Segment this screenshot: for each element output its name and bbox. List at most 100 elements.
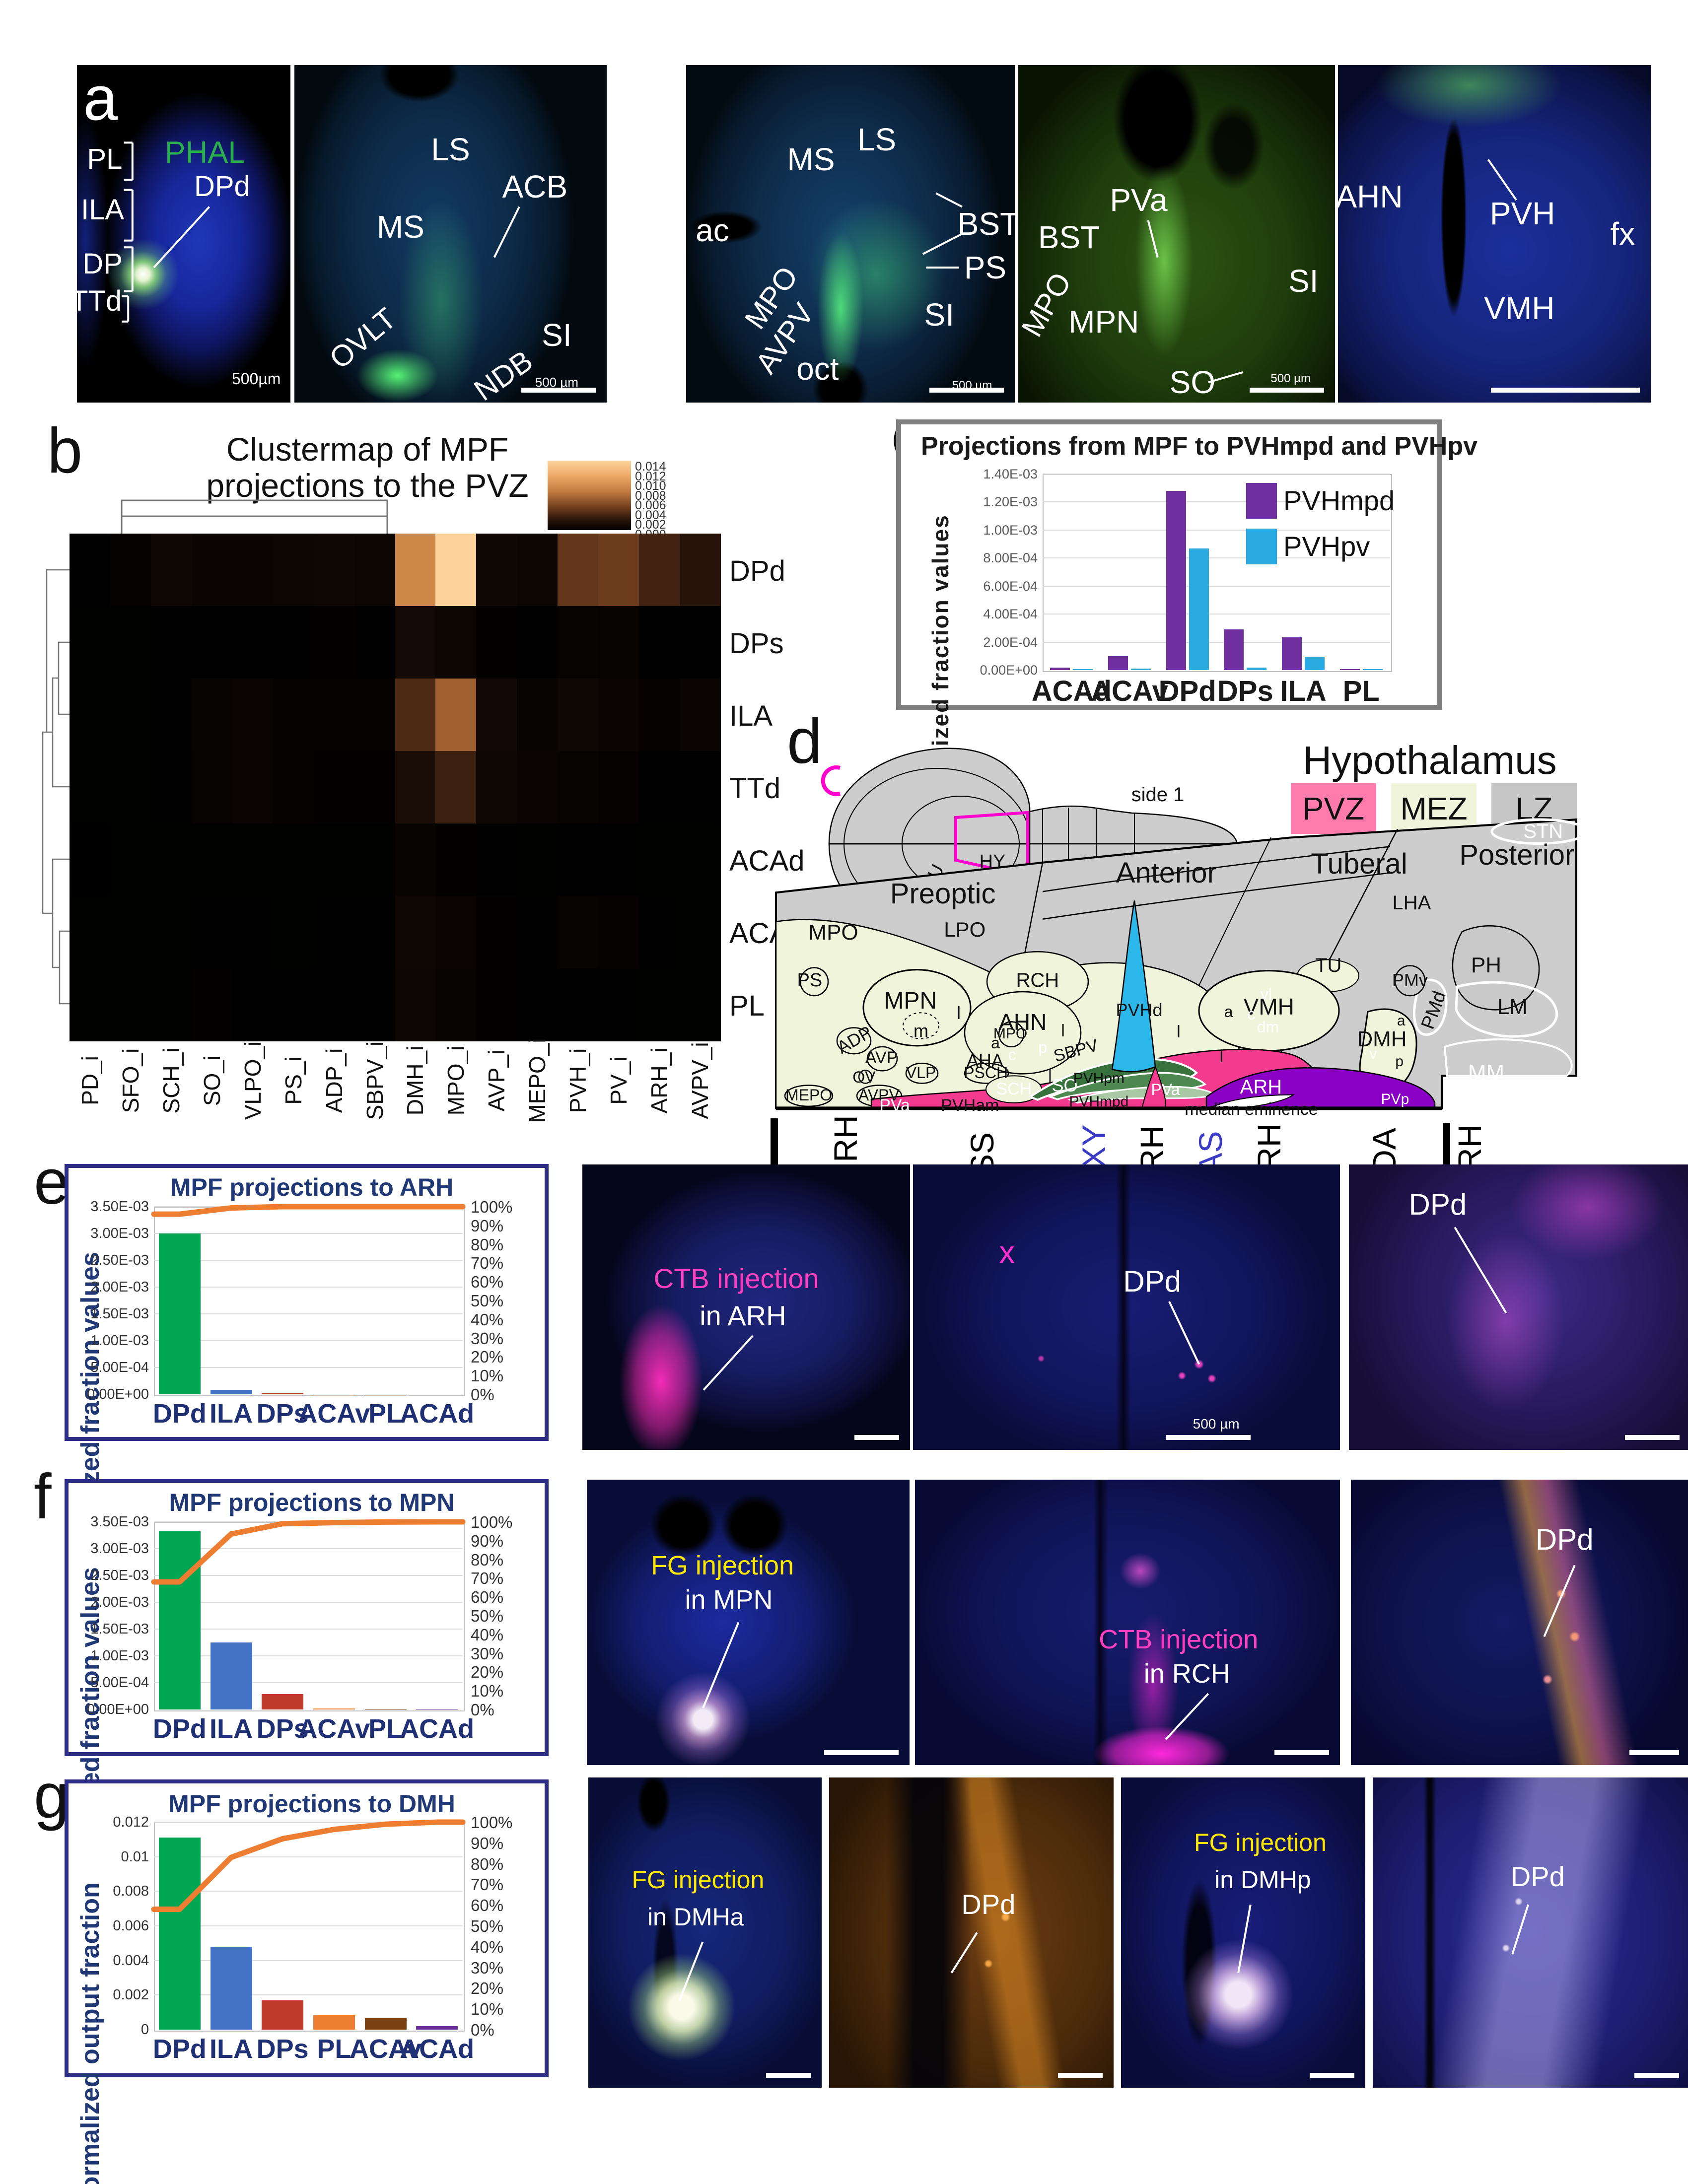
micrograph-fg-dmhp: FG injection in DMHp [1121, 1777, 1365, 2088]
heatmap-cell [598, 823, 639, 896]
annotation-label: Preoptic [890, 878, 996, 910]
heatmap-column-label: MPO_i [443, 1045, 469, 1116]
heatmap-cell [435, 823, 477, 896]
secondary-axis-tick: 70% [471, 1569, 504, 1588]
annotation-label: l [1177, 1022, 1181, 1041]
heatmap-cell [476, 896, 517, 969]
annotation-label: SI [924, 297, 954, 333]
micrograph-mpn-retro: DPd [1351, 1480, 1688, 1765]
annotation-label: PVHam [941, 1096, 999, 1115]
secondary-axis-tick: 80% [471, 1854, 504, 1873]
y-axis-tick: 2.00E-03 [90, 1279, 149, 1295]
heatmap-row-label: PL [729, 990, 765, 1022]
x-axis-label: DPd [152, 1714, 207, 1744]
heatmap-row-label: TTd [729, 772, 781, 805]
gridline [154, 1891, 463, 1892]
annotation-label: FG injection [1194, 1829, 1327, 1857]
y-axis-tick: 2.50E-03 [90, 1252, 149, 1268]
annotation-label: DPd [194, 170, 250, 203]
annotation-label: RCH [1016, 969, 1059, 991]
heatmap-cell [680, 896, 721, 969]
gridline [154, 1367, 463, 1368]
leader-line [923, 234, 962, 254]
annotation-label: c [1008, 1046, 1016, 1064]
annotation-label: ac [696, 212, 729, 249]
x-axis-label: ACAv [349, 2034, 422, 2064]
micrograph-phal-injection: a PHAL DPd PL ILA DP TTd 500µm [77, 65, 290, 403]
heatmap-cell [639, 968, 680, 1041]
y-axis-tick: 3.50E-03 [90, 1514, 149, 1530]
micrograph-dmhp-retro: DPd [1373, 1777, 1688, 2088]
y-axis-tick: 0.01 [121, 1848, 149, 1865]
annotation-label: PVp [1381, 1091, 1409, 1107]
annotation-label: NDB [468, 343, 539, 403]
x-axis-label: PL [1342, 675, 1380, 707]
leader-line [154, 207, 210, 268]
secondary-axis-tick: 20% [471, 1979, 504, 1998]
y-axis-tick: 3.50E-03 [90, 1199, 149, 1215]
scale-bar [521, 388, 596, 393]
scale-bar [1625, 1435, 1680, 1440]
annotation-label: LS [857, 121, 897, 157]
annotation-label: ILA [81, 194, 125, 226]
y-axis-tick: 0.00E+00 [87, 1386, 149, 1402]
secondary-axis-tick: 20% [471, 1348, 504, 1366]
heatmap-cell [395, 823, 436, 896]
secondary-axis-tick: 50% [471, 1917, 504, 1935]
heatmap-cell [313, 606, 355, 679]
leader-line [936, 193, 962, 206]
ILA-bar [210, 1946, 252, 2030]
heatmap-cell [558, 679, 599, 751]
x-axis-label: PL [368, 1714, 403, 1744]
annotation-label: PSCH [964, 1064, 1008, 1082]
heatmap-cell [435, 896, 477, 969]
heatmap-cell [476, 823, 517, 896]
annotation-label: SI [542, 317, 572, 353]
micrograph-arh-retro: x DPd 500 µm [913, 1164, 1340, 1450]
ACAv-bar [364, 2018, 407, 2030]
PVHmpd-bar [1166, 490, 1186, 670]
heatmap-cell [680, 606, 721, 679]
heatmap-column-label: PV_i [606, 1056, 632, 1105]
annotation-label: DP [82, 248, 123, 280]
heatmap-title-line1: Clustermap of MPF [226, 431, 509, 468]
heatmap-cell [680, 823, 721, 896]
annotation-label: x [999, 1235, 1015, 1270]
heatmap-cell [598, 534, 639, 607]
annotation-label: DPd [961, 1889, 1016, 1920]
gridline [1043, 557, 1390, 559]
heatmap-cell [476, 534, 517, 607]
y-axis-tick: 1.50E-03 [90, 1306, 149, 1322]
annotation-label: DPd [1510, 1861, 1565, 1892]
leader-line [1238, 1905, 1251, 1973]
annotation-lines [913, 1164, 1340, 1450]
legend-label: PVHmpd [1283, 485, 1395, 516]
annotation-lines [1338, 65, 1651, 403]
panel-b-letter: b [47, 415, 83, 486]
x-axis-label: ACAd [1031, 675, 1112, 707]
heatmap-cell [191, 968, 233, 1041]
annotation-label: AHN [1338, 179, 1403, 215]
annotation-label: a [1224, 1003, 1233, 1021]
gridline [154, 1629, 463, 1630]
pvh-bar-chart-box: Projections from MPF to PVHmpd and PVHpv… [896, 419, 1477, 831]
heatmap-column-label: VLPO_i [239, 1041, 266, 1120]
annotation-label: FG injection [632, 1866, 765, 1894]
heatmap-cell [70, 896, 111, 969]
annotation-label: dm [1257, 1018, 1279, 1036]
annotation-label: Tuberal [1311, 848, 1407, 880]
annotation-label: MPN [884, 988, 937, 1014]
scale-bar [1166, 1435, 1251, 1440]
annotation-label: PVa [1151, 1080, 1180, 1098]
scale-bar [766, 2073, 811, 2078]
annotation-label: VLP [906, 1064, 936, 1082]
heatmap-column-label: SFO_i [117, 1048, 143, 1113]
panel-d-letter: d [787, 706, 823, 777]
PVHpv-bar [1305, 657, 1325, 670]
annotation-label: SI [1288, 263, 1319, 299]
annotation-label: oct [796, 351, 839, 387]
annotation-label: OV [852, 1068, 876, 1086]
micrograph-pva-mpn: PVa BST MPO MPN SI SO 500 µm [1018, 65, 1335, 403]
leader-line [1169, 1301, 1199, 1365]
